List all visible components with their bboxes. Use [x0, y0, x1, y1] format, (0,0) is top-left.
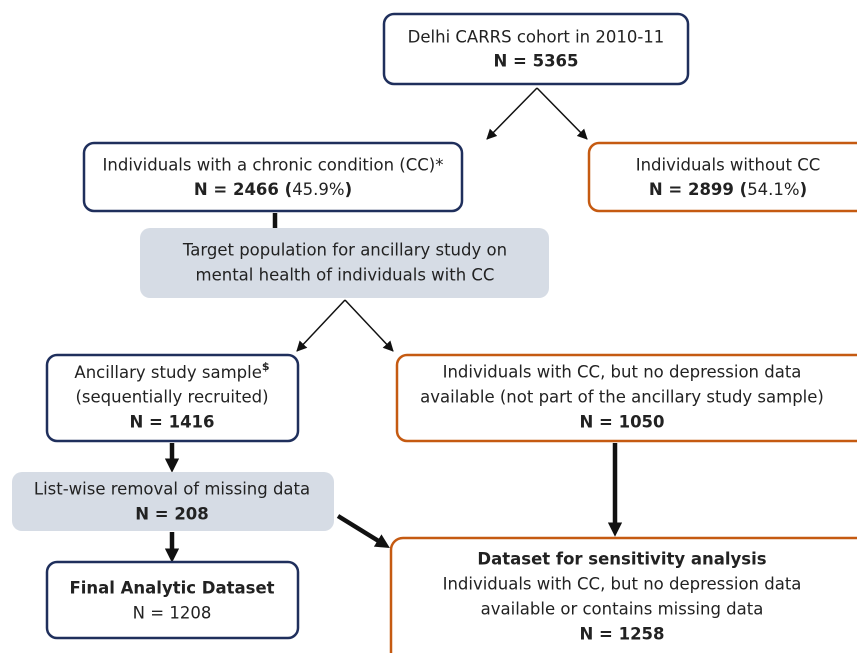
- node-text: Individuals with CC, but no depression d…: [443, 363, 802, 382]
- node: Individuals with CC, but no depression d…: [395, 353, 857, 443]
- node: Individuals without CC N = 2899 (54.1%): [587, 141, 857, 213]
- node-text: available or contains missing data: [481, 600, 764, 619]
- node-text: available (not part of the ancillary stu…: [420, 388, 824, 407]
- node-text: N = 2899 (54.1%): [649, 180, 807, 199]
- node: Final Analytic Dataset N = 1208: [45, 560, 300, 640]
- node-text: N = 2466 (45.9%): [194, 180, 352, 199]
- arrow: [336, 514, 390, 549]
- node-text: N = 5365: [493, 52, 578, 71]
- text-part: 45.9%: [292, 180, 344, 199]
- node: Delhi CARRS cohort in 2010-11 N = 5365: [382, 12, 690, 86]
- text-part: N = 2899 (: [649, 180, 747, 199]
- box: [140, 228, 549, 298]
- box: [82, 141, 464, 213]
- node-text: mental health of individuals with CC: [196, 266, 495, 285]
- text-part: N = 2466 (: [194, 180, 292, 199]
- node: List-wise removal of missing data N = 20…: [12, 472, 334, 531]
- node-text: Individuals without CC: [636, 156, 821, 175]
- node-text: N = 1208: [133, 604, 212, 623]
- node-text: N = 1050: [579, 413, 664, 432]
- superscript: $: [262, 360, 270, 373]
- arrow: [296, 299, 346, 352]
- text-part: ): [345, 180, 353, 199]
- box: [389, 536, 857, 653]
- node-text: Dataset for sensitivity analysis: [477, 550, 766, 569]
- node-text: N = 208: [135, 505, 209, 524]
- node-text: Individuals with a chronic condition (CC…: [103, 156, 444, 175]
- arrows: [164, 87, 623, 563]
- arrow: [344, 299, 394, 352]
- text-part: Ancillary study sample: [74, 363, 261, 382]
- node: Target population for ancillary study on…: [140, 228, 549, 298]
- node: Individuals with a chronic condition (CC…: [82, 141, 464, 213]
- node: Ancillary study sample$ (sequentially re…: [45, 353, 300, 443]
- node-text: Individuals with CC, but no depression d…: [443, 575, 802, 594]
- node-text: List-wise removal of missing data: [34, 480, 310, 499]
- node-text: Ancillary study sample$: [74, 360, 269, 382]
- node-text: N = 1258: [579, 625, 664, 644]
- node-text: (sequentially recruited): [75, 388, 268, 407]
- node-text: Delhi CARRS cohort in 2010-11: [408, 28, 665, 47]
- box: [395, 353, 857, 443]
- node: Dataset for sensitivity analysis Individ…: [389, 536, 857, 653]
- box: [12, 472, 334, 531]
- arrow: [486, 87, 538, 140]
- arrow: [536, 87, 588, 140]
- text-part: ): [800, 180, 808, 199]
- box: [382, 12, 690, 86]
- node-text: Target population for ancillary study on: [182, 241, 507, 260]
- box: [45, 353, 300, 443]
- node-text: N = 1416: [129, 413, 214, 432]
- box: [587, 141, 857, 213]
- text-part: 54.1%: [747, 180, 799, 199]
- box: [45, 560, 300, 640]
- node-text: Final Analytic Dataset: [69, 579, 274, 598]
